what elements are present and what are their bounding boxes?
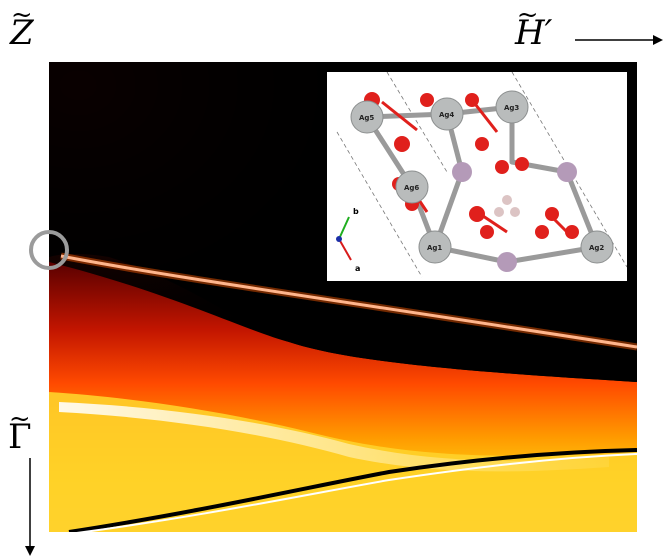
atom-ag6: [395, 170, 429, 204]
highlight-circle: [29, 230, 69, 270]
axis-a-label: a: [355, 264, 360, 273]
label-ag3: Ag3: [504, 104, 519, 112]
atom-ag4: [430, 97, 464, 131]
lower-bright-line: [76, 453, 637, 532]
label-ag6: Ag6: [404, 184, 419, 192]
atom-labels: Ag5 Ag4 Ag3 Ag6 Ag1 Ag2: [359, 104, 604, 252]
lower-dark-line: [68, 448, 637, 532]
label-ag4: Ag4: [439, 111, 454, 119]
h-direction-arrow: [575, 35, 663, 45]
gamma-tilde-label: ~ Γ: [8, 404, 32, 457]
atom-ag1: [418, 230, 452, 264]
sharp-band-line: [60, 254, 637, 349]
crystal-structure-inset: Ag5 Ag4 Ag3 Ag6 Ag1 Ag2 b a: [327, 71, 628, 281]
white-hot-band: [59, 402, 609, 472]
sharp-band-glow: [60, 252, 637, 351]
label-ag5: Ag5: [359, 114, 374, 122]
label-ag2: Ag2: [589, 244, 604, 252]
z-tilde-label: ~ Z: [10, 0, 34, 53]
hydrogen-atoms: [494, 195, 520, 217]
label-ag1: Ag1: [427, 244, 442, 252]
axis-b-label: b: [353, 207, 359, 216]
atom-ag2: [580, 230, 614, 264]
atom-ag3: [495, 90, 529, 124]
crystal-axes: b a: [336, 207, 360, 273]
bright-band: [49, 392, 637, 532]
phosphorus-atoms: [452, 162, 577, 272]
silver-atoms: [350, 90, 614, 264]
h-prime-tilde-label: ~ H′: [515, 0, 553, 53]
gamma-direction-arrow: [25, 458, 35, 556]
atom-ag5: [350, 100, 384, 134]
